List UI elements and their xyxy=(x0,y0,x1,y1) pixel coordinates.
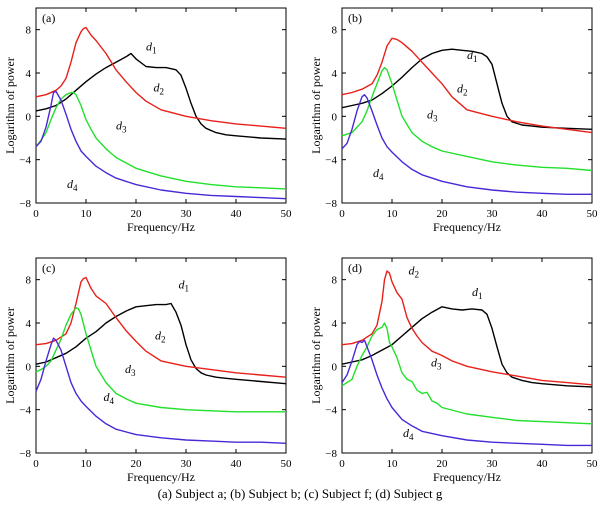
series-label-d1: d1 xyxy=(146,39,157,55)
y-tick-label: −4 xyxy=(325,155,337,167)
series-line-d1 xyxy=(35,52,287,140)
series-line-d1 xyxy=(341,48,593,130)
x-tick-label: 10 xyxy=(387,458,399,470)
x-axis-label: Frequency/Hz xyxy=(127,470,195,484)
series-line-d4 xyxy=(341,339,592,447)
x-tick-label: 50 xyxy=(587,208,599,220)
y-axis-label: Logarithm of power xyxy=(3,307,17,404)
x-tick-label: 50 xyxy=(587,458,599,470)
y-tick-label: −8 xyxy=(325,198,337,210)
series-line-d2 xyxy=(35,26,287,129)
x-tick-label: 0 xyxy=(33,458,39,470)
series-line-d4 xyxy=(35,337,287,444)
x-tick-label: 40 xyxy=(231,208,243,220)
y-tick-label: 0 xyxy=(26,361,32,373)
series-label-d1: d1 xyxy=(472,285,483,301)
x-axis-label: Frequency/Hz xyxy=(433,470,501,484)
panel-b: 0 10 20 30 40 50 −8 −4 0 4 8 Frequency/Hz Logarithm … xyxy=(309,7,599,234)
y-tick-label: 8 xyxy=(332,275,338,287)
y-tick-label: 0 xyxy=(332,361,338,373)
x-tick-label: 30 xyxy=(487,458,499,470)
y-tick-label: 0 xyxy=(332,111,338,123)
series-label-d3: d3 xyxy=(427,108,438,124)
x-tick-label: 20 xyxy=(437,208,449,220)
x-tick-label: 10 xyxy=(81,458,93,470)
series-label-d3: d3 xyxy=(125,362,136,378)
y-tick-label: −4 xyxy=(325,405,337,417)
series-label-d3: d3 xyxy=(116,118,127,134)
series-label-d4: d4 xyxy=(373,166,384,182)
x-tick-label: 30 xyxy=(181,208,193,220)
panel-label: (b) xyxy=(348,11,362,25)
x-tick-label: 50 xyxy=(281,208,293,220)
series-line-d3 xyxy=(341,322,593,425)
panel-label: (d) xyxy=(348,261,362,275)
series-line-d1 xyxy=(35,302,287,385)
y-axis-label: Logarithm of power xyxy=(309,57,323,154)
series-label-d1: d1 xyxy=(467,48,478,64)
series-line-d2 xyxy=(35,276,287,378)
plot-frame xyxy=(341,7,593,204)
series-label-d2: d2 xyxy=(409,263,420,279)
series-line-d4 xyxy=(35,90,287,200)
series-label-d4: d4 xyxy=(403,426,414,442)
y-tick-label: 4 xyxy=(26,318,32,330)
x-tick-label: 30 xyxy=(181,458,193,470)
panel-c: 0 10 20 30 40 50 −8 −4 0 4 8 Frequency/Hz Logarithm … xyxy=(3,257,293,484)
plot-frame xyxy=(35,7,287,204)
y-tick-label: 4 xyxy=(332,68,338,80)
x-tick-label: 40 xyxy=(537,458,549,470)
x-tick-label: 30 xyxy=(487,208,499,220)
y-tick-label: 4 xyxy=(26,68,32,80)
x-tick-label: 50 xyxy=(281,458,293,470)
series-label-d4: d4 xyxy=(104,390,115,406)
series-label-d3: d3 xyxy=(431,355,442,371)
figure-caption: (a) Subject a; (b) Subject b; (c) Subjec… xyxy=(157,486,443,501)
series-line-d2 xyxy=(341,270,593,386)
y-tick-label: 8 xyxy=(332,25,338,37)
x-tick-label: 0 xyxy=(339,208,345,220)
y-tick-label: 0 xyxy=(26,111,32,123)
x-tick-label: 40 xyxy=(537,208,549,220)
x-axis-label: Frequency/Hz xyxy=(127,220,195,234)
series-line-d3 xyxy=(35,91,287,190)
panel-label: (c) xyxy=(42,261,55,275)
series-label-d2: d2 xyxy=(155,328,166,344)
x-tick-label: 20 xyxy=(131,458,143,470)
panel-d: 0 10 20 30 40 50 −8 −4 0 4 8 Frequency/Hz Logarithm … xyxy=(309,257,599,484)
y-tick-label: 4 xyxy=(332,318,338,330)
x-tick-label: 10 xyxy=(387,208,399,220)
x-tick-label: 10 xyxy=(81,208,93,220)
x-tick-label: 20 xyxy=(437,458,449,470)
y-tick-label: 8 xyxy=(26,25,32,37)
series-line-d1 xyxy=(341,306,593,388)
panel-label: (a) xyxy=(42,11,55,25)
y-tick-label: 8 xyxy=(26,275,32,287)
x-tick-label: 0 xyxy=(33,208,39,220)
series-line-d3 xyxy=(35,307,286,413)
series-label-d2: d2 xyxy=(457,82,468,98)
y-axis-label: Logarithm of power xyxy=(309,307,323,404)
x-axis-label: Frequency/Hz xyxy=(433,220,501,234)
series-label-d4: d4 xyxy=(67,177,78,193)
series-line-d2 xyxy=(341,37,593,134)
series-label-d1: d1 xyxy=(179,277,190,293)
y-tick-label: −8 xyxy=(325,448,337,460)
x-tick-label: 40 xyxy=(231,458,243,470)
y-tick-label: −8 xyxy=(19,198,31,210)
y-tick-label: −8 xyxy=(19,448,31,460)
plot-frame xyxy=(35,257,287,454)
series-line-d4 xyxy=(341,93,592,196)
series-label-d2: d2 xyxy=(154,80,165,96)
y-tick-label: −4 xyxy=(19,405,31,417)
x-tick-label: 20 xyxy=(131,208,143,220)
plot-frame xyxy=(341,257,593,454)
x-tick-label: 0 xyxy=(339,458,345,470)
series-line-d3 xyxy=(341,66,593,172)
y-axis-label: Logarithm of power xyxy=(3,57,17,154)
y-tick-label: −4 xyxy=(19,155,31,167)
panel-a: 0 10 20 30 40 50 −8 −4 0 4 8 Frequency/Hz Logarithm … xyxy=(3,7,293,234)
